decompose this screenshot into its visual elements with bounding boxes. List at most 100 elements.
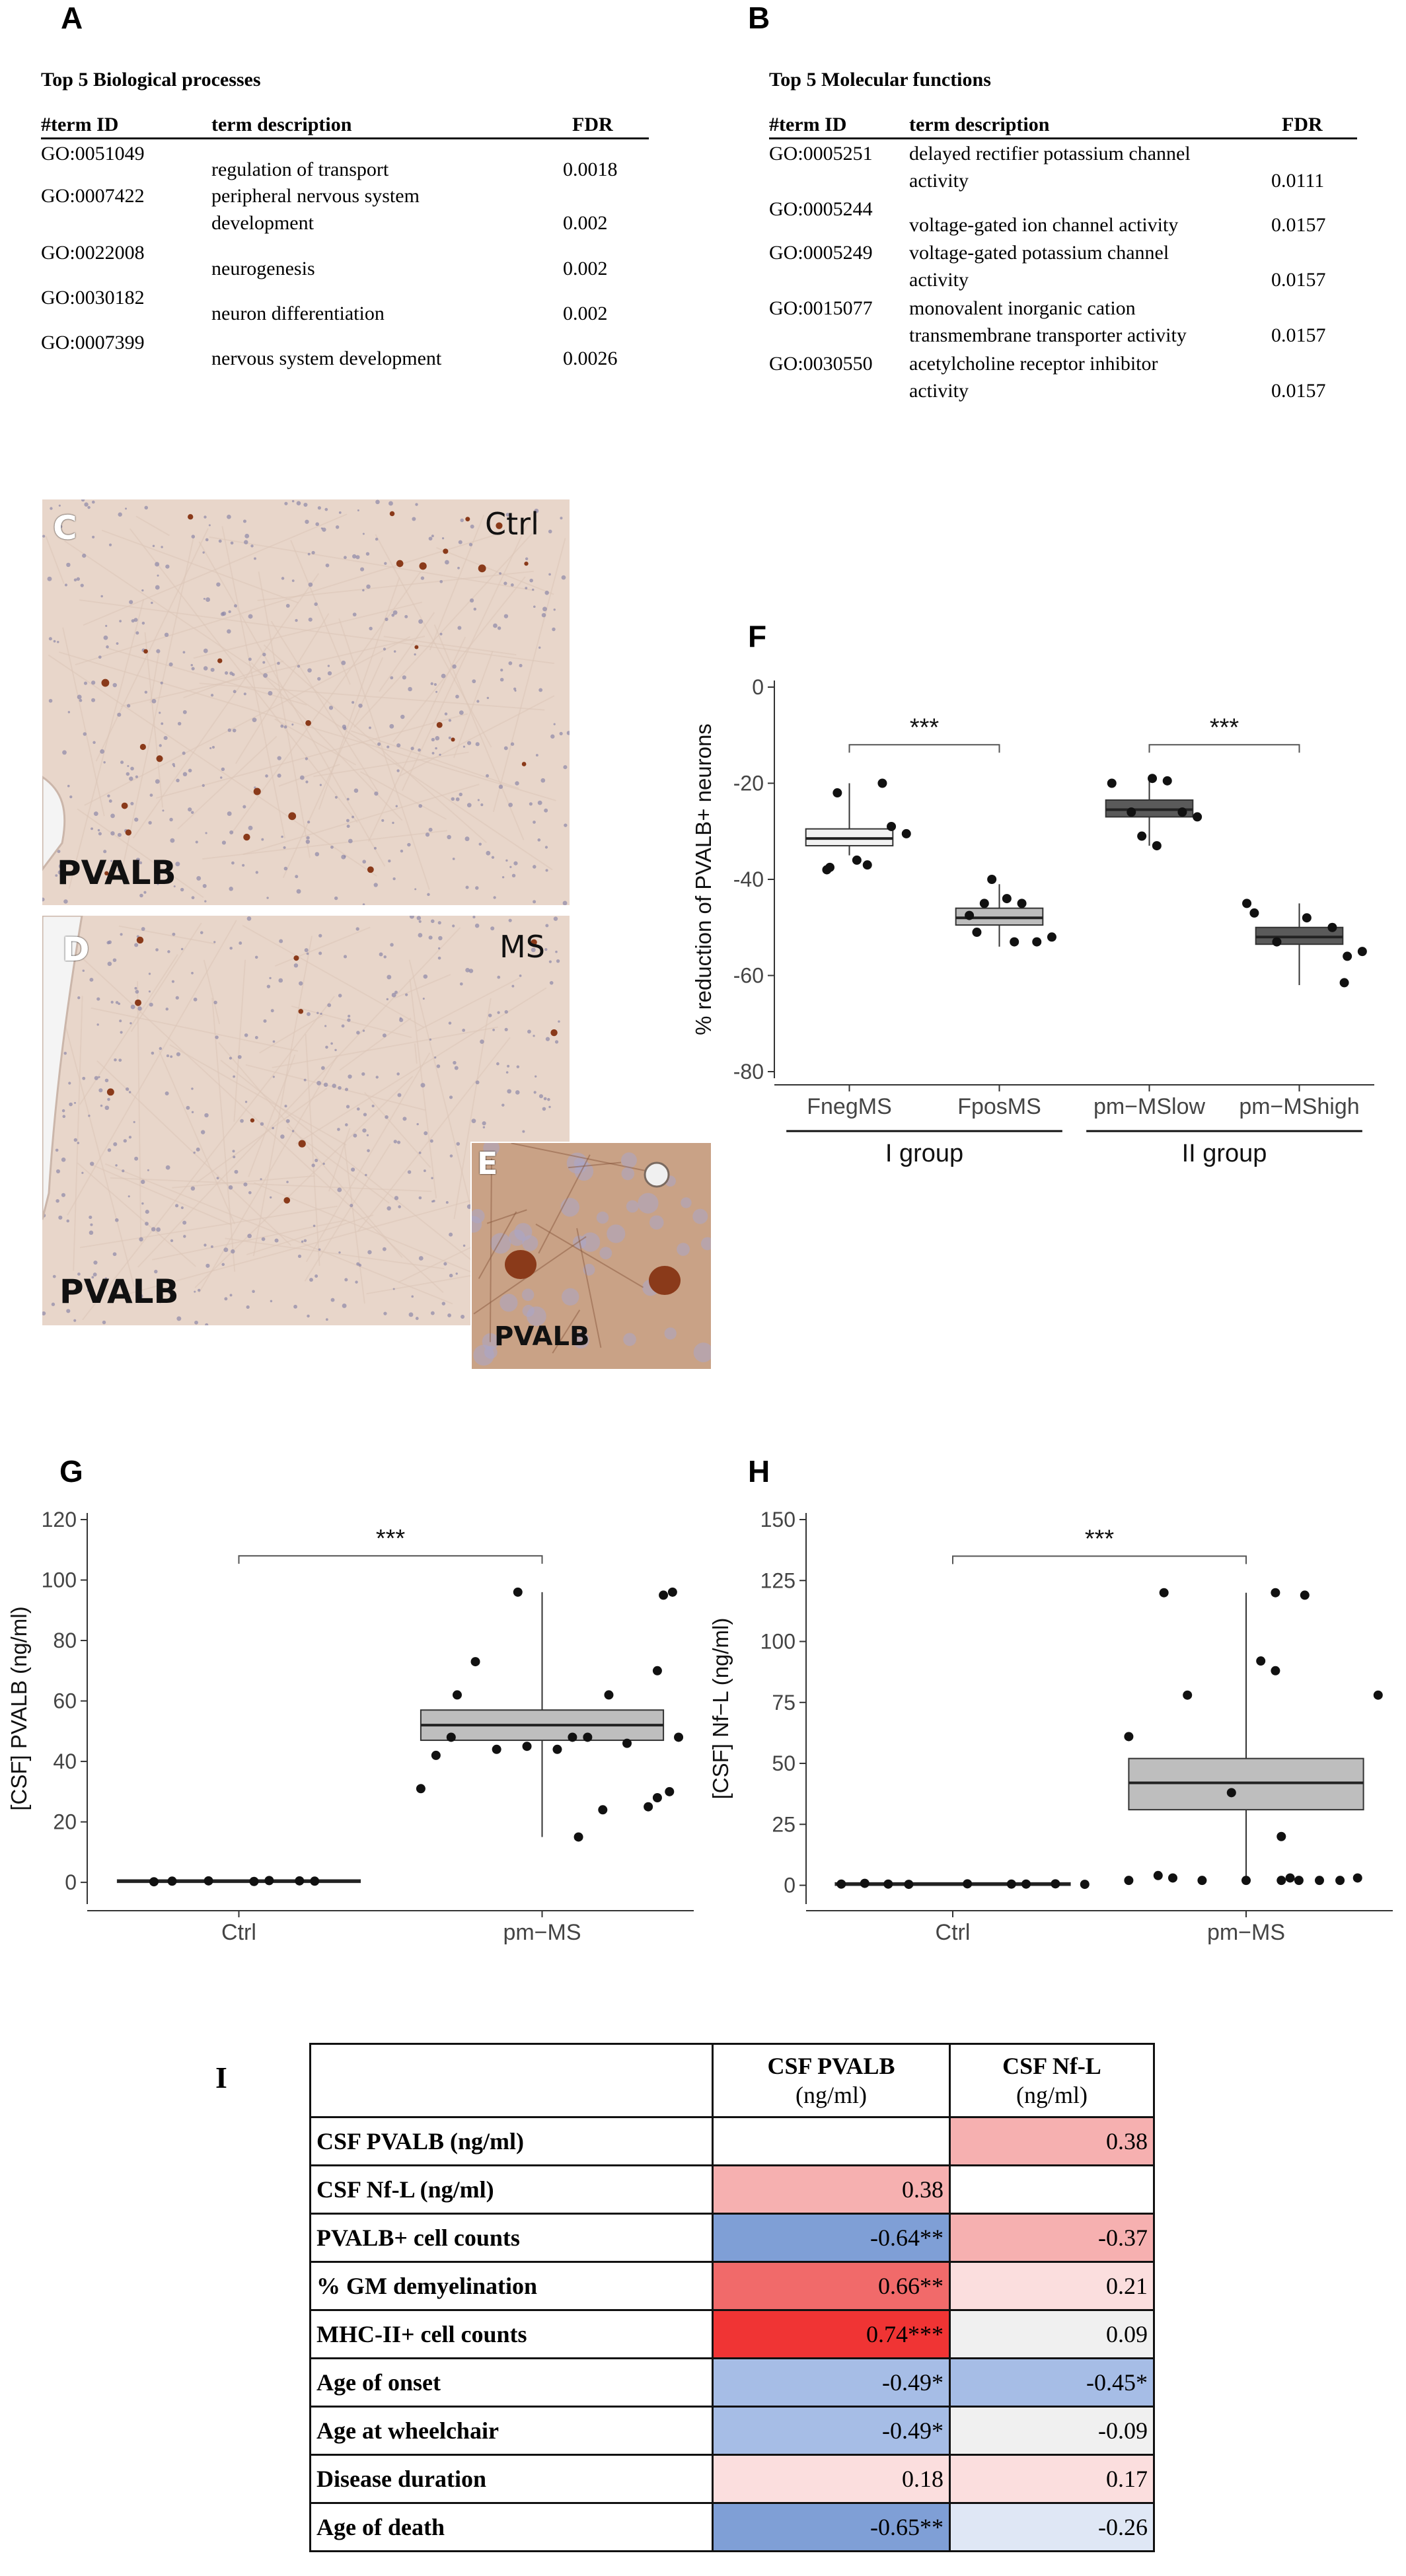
data-point <box>1153 1870 1163 1880</box>
micrograph-ctrl-letter: C <box>53 509 77 547</box>
panel-a-title: Top 5 Biological processes <box>41 69 261 91</box>
significance-label: *** <box>1210 714 1240 741</box>
correlation-cell: -0.37 <box>949 2213 1155 2263</box>
significance-bracket <box>238 1555 543 1564</box>
data-point <box>1241 1876 1251 1886</box>
panel-a-header-rule <box>41 137 649 139</box>
data-point <box>1256 1656 1266 1666</box>
x-tick-label: Ctrl <box>221 1920 256 1945</box>
data-point <box>860 1878 870 1888</box>
data-point <box>1300 1590 1310 1600</box>
correlation-cell: 0.17 <box>949 2454 1155 2504</box>
panel-letter-a: A <box>61 1 83 35</box>
table-row: Age at wheelchair -0.49* -0.09 <box>309 2406 1155 2456</box>
data-point <box>1373 1690 1383 1700</box>
table-row: MHC-II+ cell counts 0.74*** 0.09 <box>309 2309 1155 2359</box>
data-point <box>904 1880 914 1890</box>
panel-a-row-id: GO:0030182 <box>41 287 145 309</box>
data-point <box>1339 978 1349 988</box>
panel-b-row-fdr: 0.0157 <box>1271 380 1326 402</box>
data-point <box>652 1666 662 1675</box>
y-axis-label: [CSF] PVALB (ng/ml) <box>7 1606 31 1810</box>
table-row: Disease duration 0.18 0.17 <box>309 2454 1155 2504</box>
panel-b-row-fdr: 0.0157 <box>1271 269 1326 291</box>
panel-a-header-desc: term description <box>211 114 352 135</box>
micrograph-ctrl-stain-label: PVALB <box>57 854 176 892</box>
micrograph-inset-stain-label: PVALB <box>494 1321 590 1352</box>
panel-letter-g: G <box>59 1454 83 1489</box>
data-point <box>1124 1876 1134 1886</box>
panel-a-row-description: neuron differentiation <box>211 303 385 324</box>
data-point <box>1162 776 1172 786</box>
tissue-background <box>42 499 570 905</box>
data-point <box>1357 947 1367 957</box>
panel-b-row-description: voltage-gated potassium channel activity <box>909 242 1169 291</box>
correlation-cell <box>712 2116 951 2166</box>
data-point <box>574 1832 583 1842</box>
data-point <box>901 828 911 838</box>
data-point <box>1285 1873 1295 1883</box>
data-point <box>167 1876 177 1886</box>
data-point <box>1017 899 1027 908</box>
panel-letter-b: B <box>748 1 770 35</box>
panel-b-title: Top 5 Molecular functions <box>769 69 991 91</box>
panel-a-row-id: GO:0022008 <box>41 242 145 264</box>
correlation-cell: 0.09 <box>949 2309 1155 2359</box>
correlation-cell: 0.66** <box>712 2261 951 2311</box>
table-column-header: CSF PVALB (ng/ml) <box>712 2043 951 2118</box>
panel-b-row-fdr: 0.0157 <box>1271 324 1326 346</box>
table-row: % GM demyelination 0.66** 0.21 <box>309 2261 1155 2311</box>
data-point <box>1226 1788 1236 1798</box>
significance-bracket <box>848 744 1000 753</box>
data-point <box>963 1879 973 1889</box>
table-row: PVALB+ cell counts -0.64** -0.37 <box>309 2213 1155 2263</box>
data-point <box>552 1744 562 1754</box>
data-point <box>1315 1876 1324 1886</box>
correlation-table: CSF PVALB (ng/ml) CSF Nf-L (ng/ml) CSF PVALB… <box>309 2043 1155 2552</box>
data-point <box>659 1590 669 1600</box>
data-point <box>522 1742 532 1751</box>
table-corner-cell <box>309 2043 714 2118</box>
correlation-cell: 0.18 <box>712 2454 951 2504</box>
significance-label: *** <box>376 1525 406 1553</box>
y-tick-label: 120 <box>42 1508 77 1531</box>
table-row-label: MHC-II+ cell counts <box>309 2309 714 2359</box>
data-point <box>1242 899 1252 908</box>
data-point <box>1107 778 1117 788</box>
data-point <box>492 1744 501 1754</box>
table-row-label: % GM demyelination <box>309 2261 714 2311</box>
data-point <box>667 1587 677 1597</box>
correlation-cell: -0.45* <box>949 2357 1155 2408</box>
y-tick-label: 20 <box>53 1810 77 1834</box>
panel-b-header-rule <box>769 137 1357 139</box>
data-point <box>1002 894 1012 904</box>
data-point <box>452 1690 462 1700</box>
data-point <box>877 778 887 788</box>
data-point <box>883 1879 893 1889</box>
data-point <box>249 1876 259 1886</box>
y-axis-label: [CSF] Nf−L (ng/ml) <box>708 1618 733 1800</box>
data-point <box>568 1732 577 1742</box>
data-point <box>1006 1879 1016 1889</box>
data-point <box>832 788 842 798</box>
data-point <box>862 860 872 870</box>
panel-a-row-description: regulation of transport <box>211 159 389 180</box>
micrograph-ctrl <box>42 499 570 905</box>
y-tick-label: 80 <box>53 1629 77 1652</box>
data-point <box>1080 1880 1090 1890</box>
y-tick-label: 150 <box>760 1508 796 1531</box>
panel-letter-f: F <box>748 619 767 653</box>
data-point <box>598 1805 608 1815</box>
data-point <box>1137 831 1147 841</box>
data-point <box>887 821 897 831</box>
panel-letter-i: I <box>215 2061 227 2094</box>
correlation-cell: 0.38 <box>949 2116 1155 2166</box>
micrograph-inset-letter: E <box>477 1146 498 1181</box>
data-point <box>1177 807 1187 817</box>
data-point <box>1010 937 1019 947</box>
y-tick-label: 100 <box>42 1568 77 1592</box>
data-point <box>825 862 834 872</box>
significance-label: *** <box>1085 1525 1115 1553</box>
significance-bracket <box>1148 744 1300 753</box>
table-row-label: CSF PVALB (ng/ml) <box>309 2116 714 2166</box>
